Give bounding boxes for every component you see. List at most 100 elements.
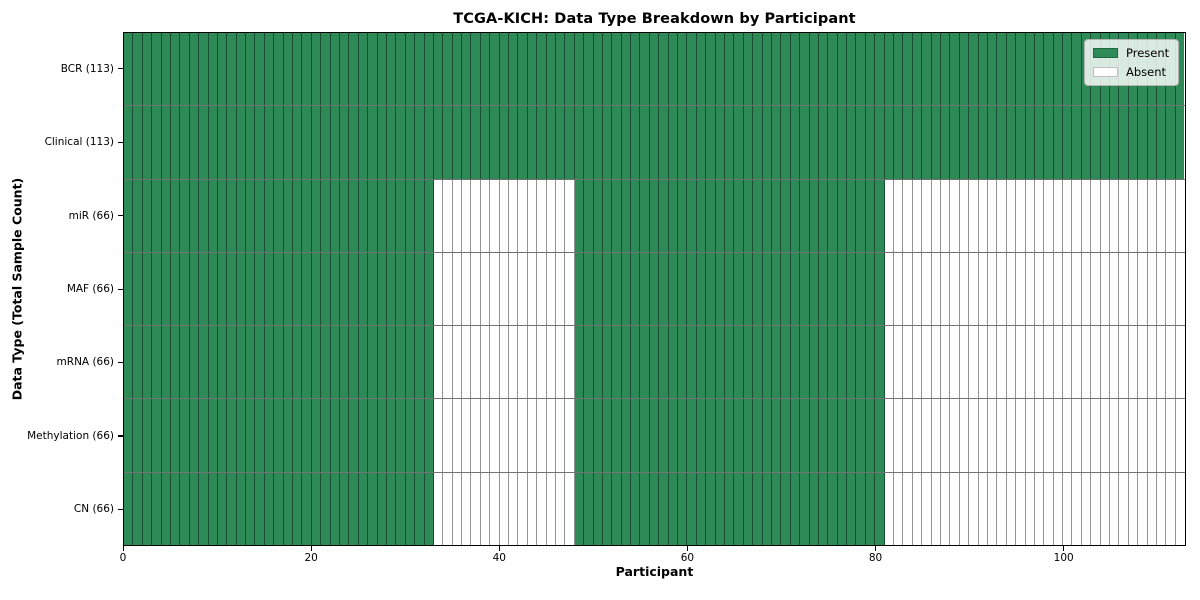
matrix-cell [931, 106, 941, 179]
matrix-cell [358, 399, 369, 472]
matrix-cell [771, 472, 782, 545]
matrix-cell [1053, 106, 1064, 179]
matrix-cell [640, 326, 650, 399]
matrix-cell [640, 472, 650, 545]
matrix-cell [565, 33, 575, 106]
matrix-cell [725, 106, 735, 179]
matrix-cell [433, 179, 444, 252]
matrix-cell [574, 472, 585, 545]
matrix-cell [725, 252, 735, 326]
matrix-cell [339, 33, 350, 106]
matrix-cell [189, 179, 200, 252]
matrix-cell [725, 179, 735, 252]
matrix-cell [894, 326, 904, 399]
matrix-cell [922, 472, 932, 545]
matrix-cell [405, 472, 416, 545]
matrix-cell [255, 106, 265, 179]
matrix-cell [922, 399, 932, 472]
matrix-cell [912, 179, 923, 252]
matrix-cell [828, 33, 838, 106]
matrix-cell [1091, 472, 1101, 545]
matrix-cell [1110, 399, 1120, 472]
matrix-cell [1156, 399, 1167, 472]
matrix-cell [649, 106, 660, 179]
matrix-cell [509, 326, 519, 399]
matrix-cell [1025, 179, 1035, 252]
matrix-cell [368, 252, 378, 326]
matrix-cell [208, 472, 218, 545]
matrix-cell [1072, 33, 1082, 106]
matrix-row-Clinical [124, 106, 1185, 180]
matrix-cell [1100, 179, 1111, 252]
matrix-cell [1138, 179, 1148, 252]
matrix-cell [133, 326, 143, 399]
matrix-cell [227, 399, 237, 472]
matrix-cell [706, 106, 716, 179]
matrix-cell [659, 33, 669, 106]
matrix-cell [818, 326, 829, 399]
matrix-cell [987, 33, 998, 106]
matrix-cell [499, 252, 510, 326]
matrix-cell [490, 33, 500, 106]
matrix-cell [152, 326, 162, 399]
matrix-cell [884, 179, 895, 252]
matrix-cell [725, 326, 735, 399]
matrix-cell [396, 33, 406, 106]
matrix-cell [386, 106, 397, 179]
matrix-cell [781, 33, 791, 106]
matrix-cell [997, 33, 1007, 106]
matrix-cell [377, 399, 387, 472]
matrix-cell [894, 472, 904, 545]
matrix-cell [940, 106, 951, 179]
matrix-cell [1110, 472, 1120, 545]
matrix-cell [593, 252, 603, 326]
matrix-cell [509, 252, 519, 326]
matrix-cell [574, 399, 585, 472]
x-tick-label: 20 [304, 552, 318, 564]
matrix-cell [950, 472, 960, 545]
matrix-cell [828, 472, 838, 545]
matrix-cell [922, 179, 932, 252]
matrix-cell [302, 326, 312, 399]
matrix-cell [809, 399, 819, 472]
matrix-cell [227, 106, 237, 179]
matrix-cell [217, 472, 228, 545]
matrix-cell [828, 106, 838, 179]
matrix-cell [762, 326, 772, 399]
matrix-cell [330, 252, 340, 326]
matrix-cell [734, 106, 744, 179]
matrix-cell [377, 179, 387, 252]
y-tick-mark [118, 288, 123, 290]
matrix-cell [696, 472, 707, 545]
matrix-cell [959, 33, 970, 106]
matrix-cell [321, 33, 331, 106]
matrix-cell [330, 106, 340, 179]
matrix-cell [1175, 326, 1185, 399]
matrix-cell [781, 399, 791, 472]
matrix-cell [330, 472, 340, 545]
matrix-cell [142, 106, 153, 179]
matrix-cell [537, 252, 547, 326]
matrix-cell [1147, 106, 1157, 179]
matrix-cell [264, 399, 275, 472]
matrix-cell [678, 179, 688, 252]
matrix-cell [462, 472, 472, 545]
matrix-cell [480, 179, 491, 252]
matrix-cell [1175, 252, 1185, 326]
matrix-cell [912, 472, 923, 545]
matrix-cell [649, 326, 660, 399]
matrix-cell [302, 252, 312, 326]
matrix-cell [771, 179, 782, 252]
matrix-cell [931, 252, 941, 326]
matrix-cell [152, 179, 162, 252]
matrix-cell [246, 399, 256, 472]
matrix-cell [894, 33, 904, 106]
matrix-cell [969, 399, 979, 472]
matrix-cell [725, 472, 735, 545]
matrix-cell [246, 106, 256, 179]
matrix-cell [800, 472, 810, 545]
matrix-cell [922, 33, 932, 106]
matrix-cell [368, 399, 378, 472]
matrix-cell [602, 472, 613, 545]
matrix-cell [781, 472, 791, 545]
